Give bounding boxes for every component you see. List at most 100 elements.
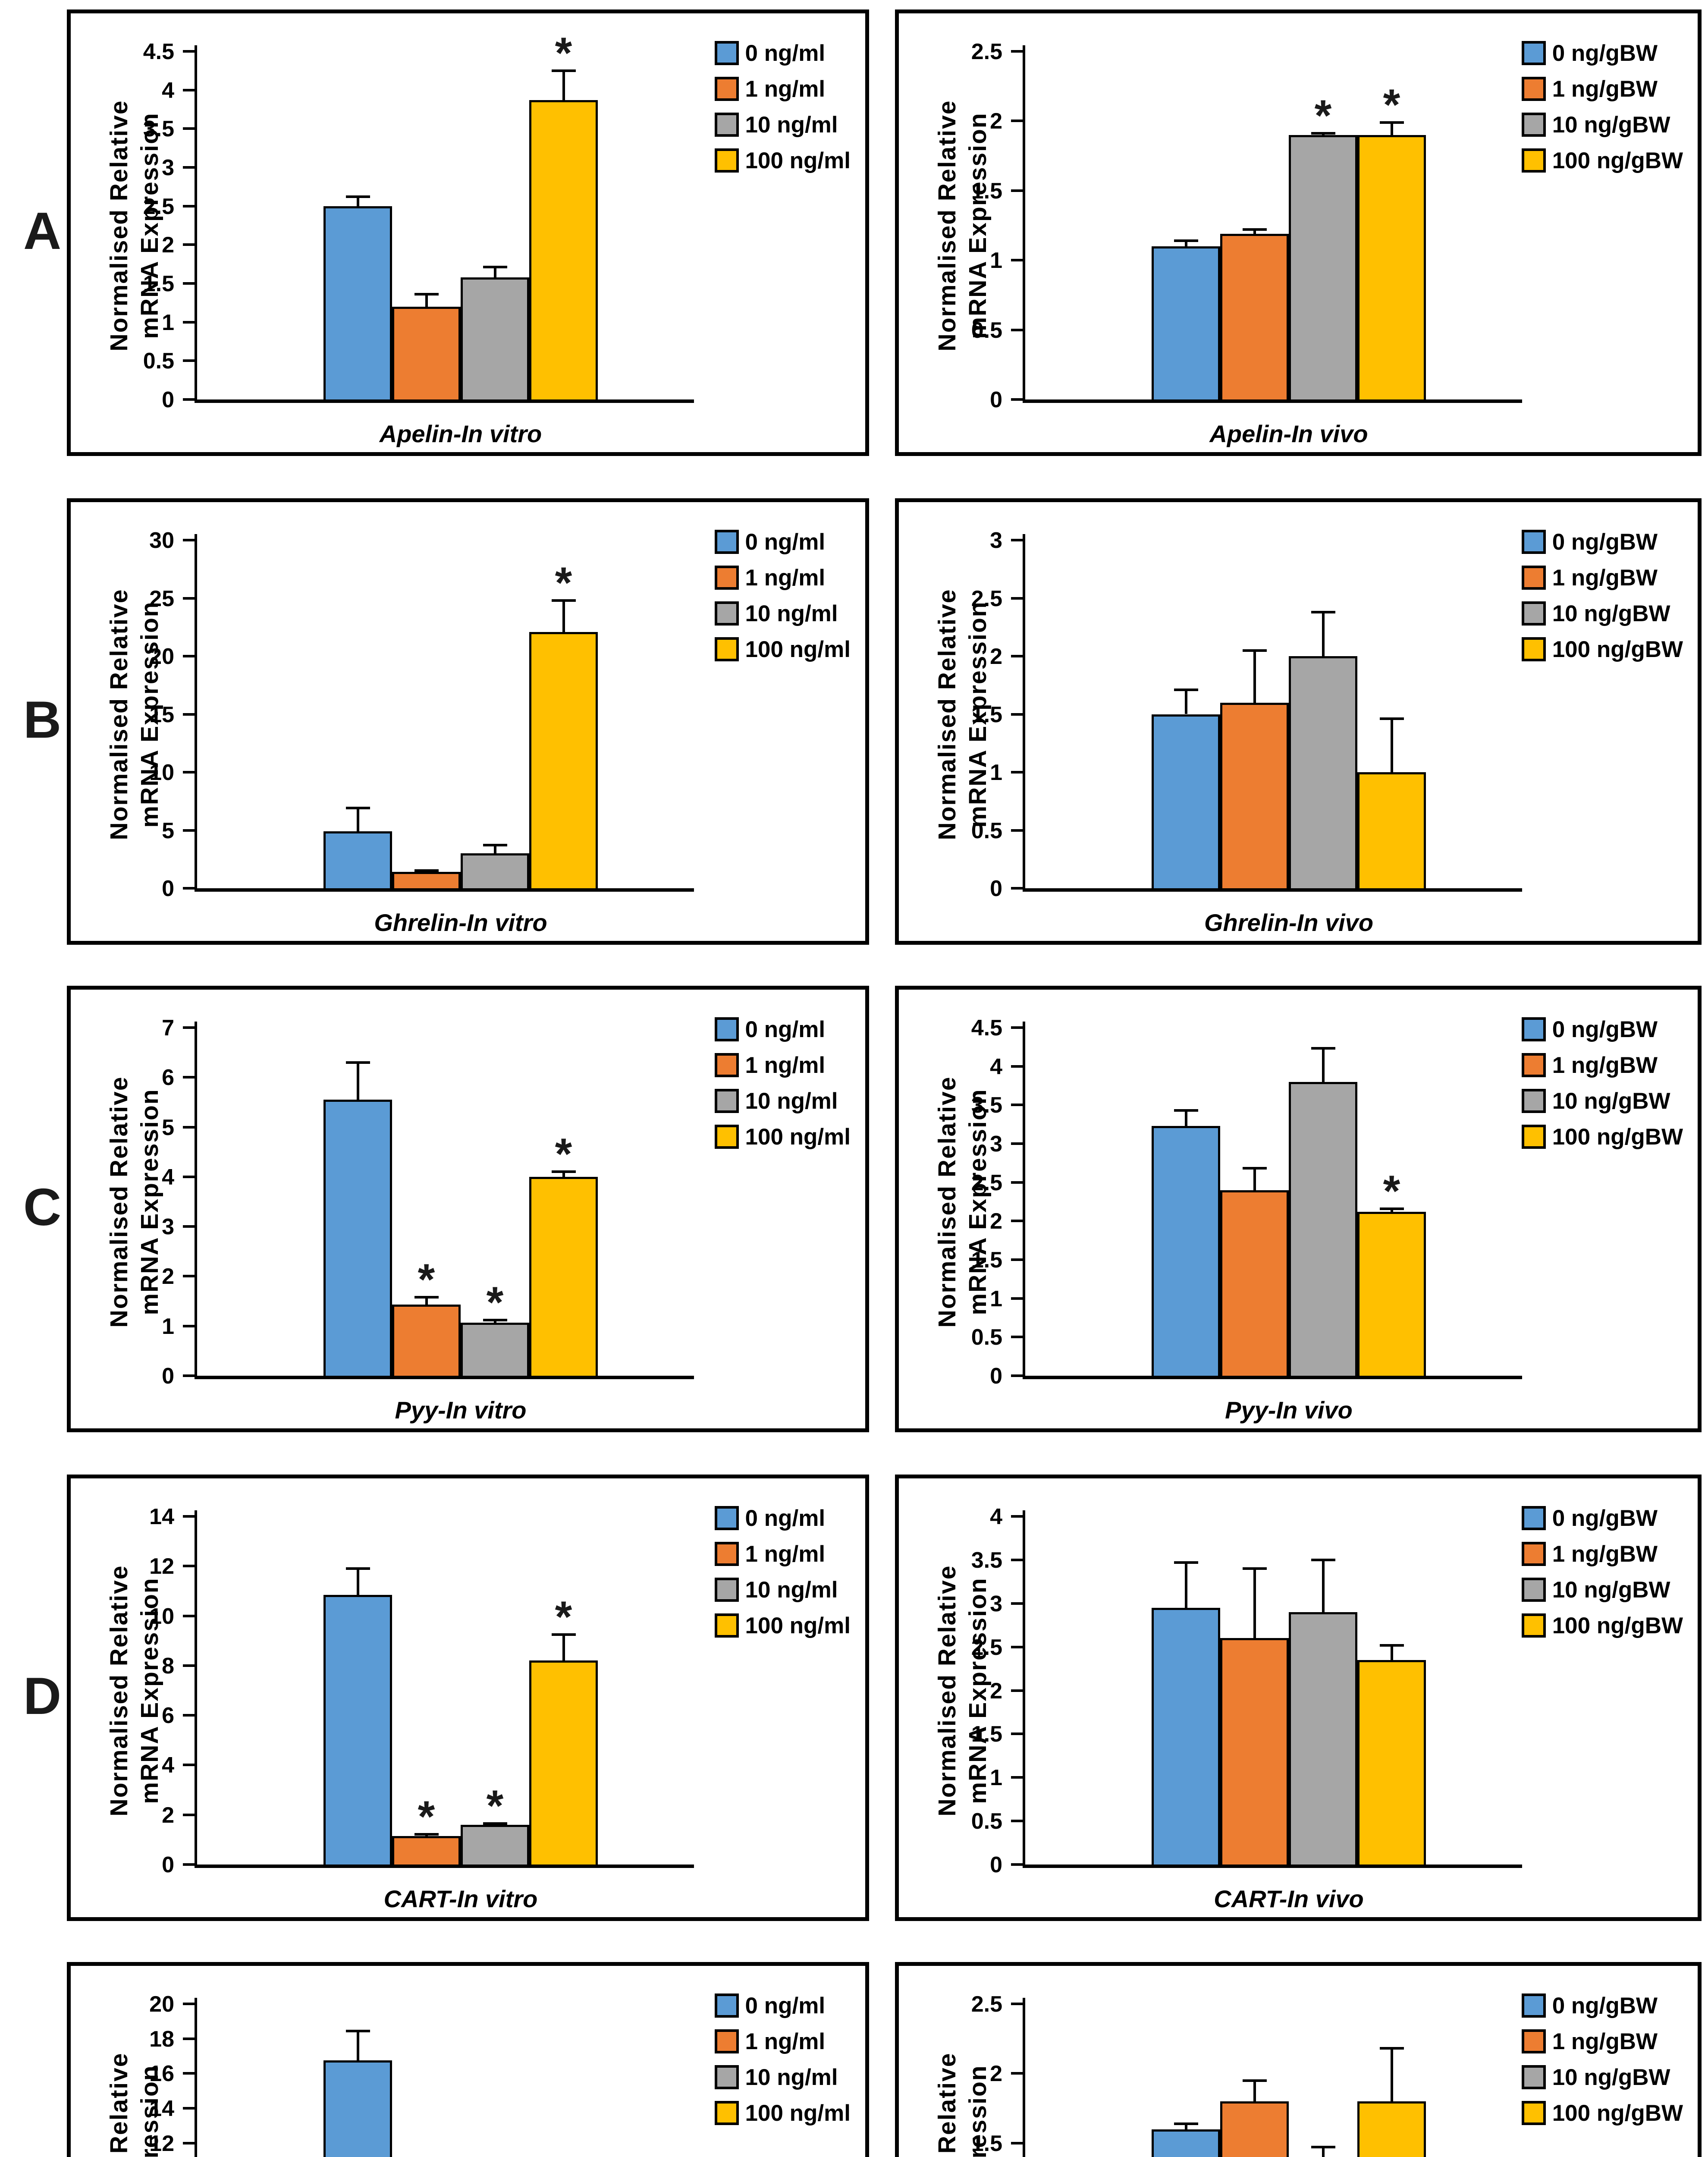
y-tick-label: 0: [990, 1852, 1002, 1877]
legend-label: 0 ng/ml: [745, 1993, 826, 2019]
y-tick-mark: [183, 1664, 196, 1667]
y-tick-label: 25: [149, 586, 174, 611]
legend-swatch-icon: [1521, 1125, 1546, 1149]
error-bar-cap: [483, 266, 507, 269]
legend-row: 0 ng/ml: [714, 529, 851, 555]
y-tick-mark: [183, 2107, 196, 2110]
y-tick-mark: [1011, 1104, 1024, 1107]
y-tick-label: 0.5: [143, 349, 174, 374]
error-bar-stem: [493, 845, 496, 854]
y-tick-mark: [183, 88, 196, 91]
legend: 0 ng/ml 1 ng/ml 10 ng/ml 100 ng/ml: [714, 1993, 851, 2137]
y-tick-mark: [183, 597, 196, 600]
y-tick-label: 1.5: [143, 271, 174, 296]
legend-label: 0 ng/gBW: [1552, 1505, 1658, 1531]
y-tick-mark: [183, 2141, 196, 2144]
error-bar-cap: [1242, 1167, 1267, 1170]
y-tick-mark: [183, 1863, 196, 1866]
error-bar-stem: [1322, 1048, 1325, 1082]
error-bar-stem: [356, 1062, 359, 1100]
y-axis-label-line2: mRNA Expression: [136, 1577, 163, 1804]
error-bar-stem: [1184, 690, 1187, 714]
legend-row: 1 ng/gBW: [1521, 77, 1683, 101]
legend-label: 1 ng/gBW: [1552, 1052, 1658, 1078]
y-tick-mark: [1011, 259, 1024, 262]
bar-100-4: [529, 632, 598, 890]
bar-10-3: [461, 853, 529, 890]
legend-label: 1 ng/ml: [745, 76, 826, 102]
bar-0-1: [1152, 1126, 1220, 1378]
legend-label: 1 ng/gBW: [1552, 565, 1658, 591]
bar-1-2: [1220, 1190, 1289, 1378]
y-tick-mark: [1011, 829, 1024, 832]
legend-label: 0 ng/ml: [745, 529, 826, 555]
y-tick-mark: [1011, 1142, 1024, 1145]
y-tick-mark: [183, 1225, 196, 1228]
legend-row: 10 ng/ml: [714, 601, 851, 626]
y-tick-mark: [183, 1515, 196, 1518]
error-bar-stem: [1184, 1562, 1187, 1608]
y-axis-label-line2: mRNA Expression: [964, 112, 992, 339]
legend-row: 0 ng/gBW: [1521, 41, 1683, 65]
legend-label: 10 ng/gBW: [1552, 1577, 1670, 1603]
x-axis-title: Apelin-In vitro: [379, 420, 542, 447]
legend-label: 0 ng/ml: [745, 1016, 826, 1042]
y-tick-label: 3: [990, 1591, 1002, 1616]
y-tick-mark: [183, 1764, 196, 1767]
y-tick-mark: [1011, 1558, 1024, 1561]
bar-0-1: [323, 206, 392, 402]
x-axis-title: CART-In vivo: [1214, 1885, 1364, 1912]
bar-10-3: [1289, 135, 1357, 402]
y-tick-mark: [1011, 597, 1024, 600]
y-tick-mark: [183, 1374, 196, 1377]
y-axis-line: [1023, 534, 1025, 890]
error-bar-cap: [483, 1822, 507, 1825]
y-tick-mark: [1011, 1374, 1024, 1377]
bar-1-2: [392, 872, 461, 890]
bar-10-3: [461, 277, 529, 402]
legend-row: 10 ng/ml: [714, 1089, 851, 1113]
y-tick-mark: [183, 771, 196, 774]
error-bar-cap: [1311, 1558, 1335, 1561]
y-tick-mark: [183, 1714, 196, 1717]
y-tick-mark: [1011, 1645, 1024, 1648]
panel-letter: A: [23, 201, 62, 260]
legend-label: 0 ng/ml: [745, 40, 826, 66]
y-tick-label: 0.5: [971, 1325, 1002, 1350]
error-bar-stem: [356, 197, 359, 206]
y-tick-mark: [1011, 2072, 1024, 2075]
error-bar-stem: [1253, 650, 1256, 703]
bar-0-1: [1152, 1607, 1220, 1867]
y-tick-label: 16: [149, 2061, 174, 2087]
error-bar-cap: [1379, 717, 1404, 720]
legend: 0 ng/gBW 1 ng/gBW 10 ng/gBW 100 ng/gBW: [1521, 1505, 1683, 1649]
y-axis-line: [195, 1998, 197, 2157]
bar-0-1: [323, 831, 392, 890]
legend-row: 10 ng/gBW: [1521, 601, 1683, 626]
legend-label: 100 ng/ml: [745, 1613, 851, 1638]
y-tick-label: 5: [162, 818, 174, 843]
y-tick-label: 3.5: [971, 1093, 1002, 1118]
legend-swatch-icon: [1521, 601, 1546, 626]
x-axis-title: Ghrelin-In vitro: [374, 909, 547, 936]
y-tick-mark: [1011, 539, 1024, 541]
error-bar-cap: [414, 869, 439, 872]
error-bar-cap: [414, 293, 439, 296]
error-bar-cap: [345, 195, 370, 198]
significance-asterisk: *: [555, 1129, 572, 1179]
legend-label: 100 ng/gBW: [1552, 2100, 1683, 2126]
y-tick-mark: [1011, 771, 1024, 774]
legend-label: 100 ng/gBW: [1552, 636, 1683, 662]
legend-swatch-icon: [714, 1506, 739, 1530]
error-bar-cap: [345, 807, 370, 810]
legend-label: 1 ng/gBW: [1552, 2028, 1658, 2054]
legend-swatch-icon: [714, 637, 739, 661]
significance-asterisk: *: [1383, 80, 1400, 129]
significance-asterisk: *: [1383, 1166, 1400, 1216]
y-tick-label: 2.5: [971, 1992, 1002, 2017]
